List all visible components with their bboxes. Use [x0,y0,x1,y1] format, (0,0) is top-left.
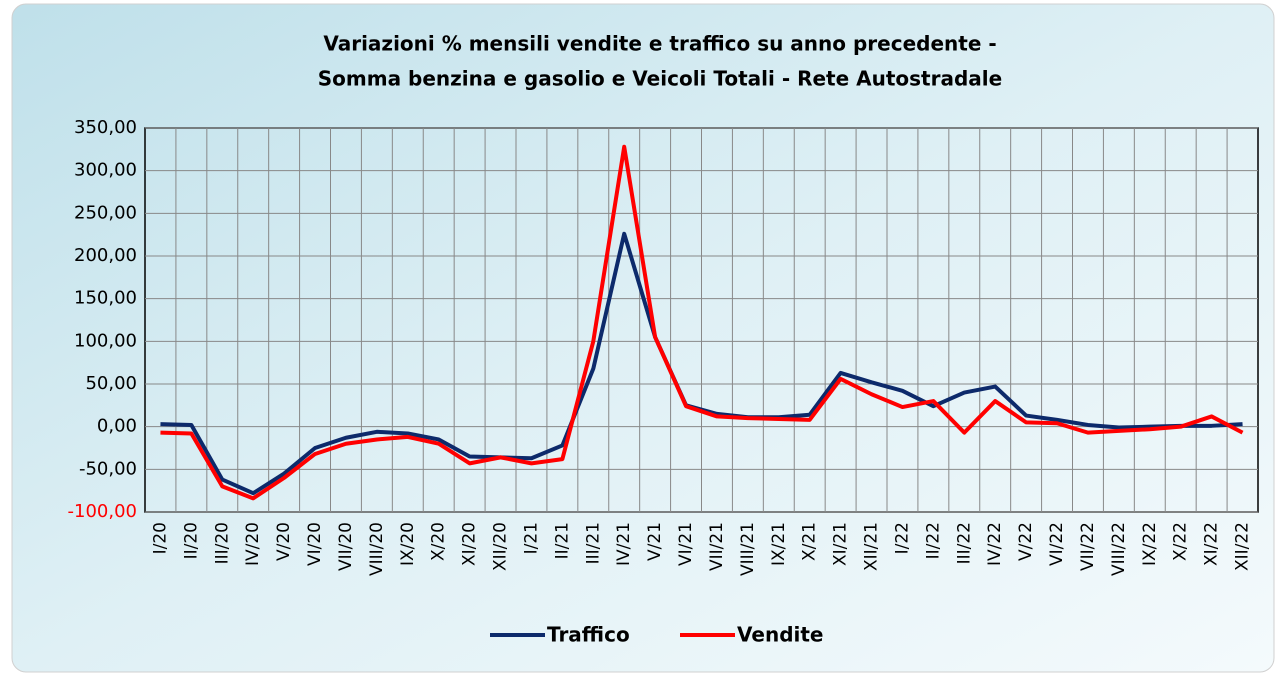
x-tick-label: IX/22 [1140,522,1160,566]
x-tick-label: V/20 [274,522,294,561]
x-tick-label: IX/21 [769,522,789,566]
y-tick-label: 300,00 [74,160,137,181]
x-tick-label: II/22 [923,522,943,559]
x-tick-label: V/21 [645,522,665,561]
x-tick-label: XII/21 [862,522,882,571]
x-tick-label: VII/20 [336,522,356,571]
x-tick-label: IV/22 [985,522,1005,566]
x-tick-label: VI/21 [676,522,696,566]
x-tick-label: VI/22 [1047,522,1067,566]
y-tick-label: 100,00 [74,330,137,351]
x-tick-label: III/22 [954,522,974,564]
x-tick-label: V/22 [1016,522,1036,561]
x-tick-label: XI/20 [460,522,480,566]
x-tick-label: X/21 [800,522,820,561]
x-tick-label: X/22 [1171,522,1191,561]
y-tick-label: 350,00 [74,117,137,138]
x-tick-label: VII/22 [1078,522,1098,571]
x-tick-label: XI/21 [831,522,851,566]
x-tick-label: X/20 [429,522,449,561]
x-tick-label: VIII/20 [367,522,387,576]
x-tick-label: VIII/21 [738,522,758,576]
x-tick-label: VII/21 [707,522,727,571]
y-tick-label: -50,00 [79,458,137,479]
line-series [160,144,1244,501]
x-tick-label: XI/22 [1202,522,1222,566]
x-tick-label: II/20 [181,522,201,559]
y-tick-label: 200,00 [74,245,137,266]
x-tick-label: I/22 [892,522,912,554]
x-tick-label: XII/22 [1233,522,1253,571]
chart-title: Variazioni % mensili vendite e traffico … [323,32,996,56]
x-tick-label: IV/20 [243,522,263,566]
x-tick-label: I/21 [521,522,541,554]
chart-title: Somma benzina e gasolio e Veicoli Totali… [318,67,1002,91]
x-tick-label: II/21 [552,522,572,559]
x-tick-label: VI/20 [305,522,325,566]
x-tick-label: III/21 [583,522,603,564]
y-tick-label: 150,00 [74,288,137,309]
y-tick-label: 50,00 [85,373,137,394]
x-tick-label: XII/20 [491,522,511,571]
y-tick-label: 250,00 [74,202,137,223]
x-tick-label: III/20 [212,522,232,564]
legend-label: Traffico [547,623,630,647]
y-tick-label: -100,00 [68,501,137,522]
x-tick-label: IV/21 [614,522,634,566]
x-tick-label: VIII/22 [1109,522,1129,576]
x-tick-label: I/20 [150,522,170,554]
legend-label: Vendite [737,623,823,647]
y-tick-label: 0,00 [97,416,137,437]
x-tick-label: IX/20 [398,522,418,566]
